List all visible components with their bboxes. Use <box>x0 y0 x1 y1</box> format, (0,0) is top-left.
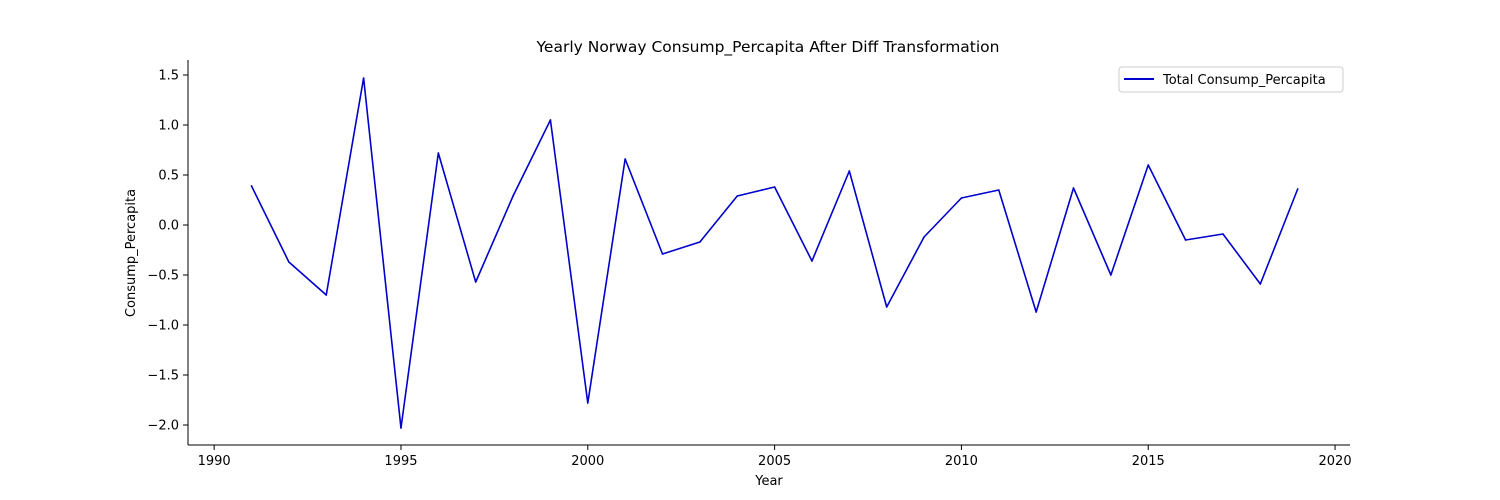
chart-title: Yearly Norway Consump_Percapita After Di… <box>536 38 1000 57</box>
data-point <box>1296 188 1299 190</box>
data-point <box>1110 274 1112 276</box>
y-tick-label: 1.5 <box>158 69 179 84</box>
x-tick-label: 2005 <box>758 454 791 469</box>
legend-label: Total Consump_Percapita <box>1162 73 1326 88</box>
x-tick-label: 2000 <box>571 454 604 469</box>
x-tick-label: 2020 <box>1319 454 1352 469</box>
x-tick-label: 2015 <box>1132 454 1165 469</box>
y-tick-label: 0.0 <box>158 219 179 234</box>
y-axis-label: Consump_Percapita <box>124 189 139 317</box>
data-point <box>586 402 589 404</box>
data-point <box>661 253 664 255</box>
data-point <box>549 119 552 121</box>
data-point <box>923 236 925 238</box>
series-line <box>250 77 1299 429</box>
data-point <box>362 77 365 79</box>
ticks-layer: 1990 1995 2000 2005 2010 2015 2020 −2.0 −1.5 −1.0… <box>147 69 1351 470</box>
data-point <box>1222 233 1224 235</box>
data-point <box>736 195 739 197</box>
data-point <box>1147 164 1150 166</box>
data-point <box>250 185 253 187</box>
y-tick-label: 1.0 <box>158 119 179 134</box>
data-point <box>400 427 402 429</box>
y-tick-label: −2.0 <box>147 419 179 434</box>
data-point <box>699 241 701 243</box>
y-tick-label: −1.0 <box>147 319 179 334</box>
data-point <box>997 189 1000 191</box>
legend: Total Consump_Percapita <box>1118 66 1344 93</box>
series-layer <box>250 77 1299 429</box>
data-point <box>474 281 477 283</box>
y-tick-label: 0.5 <box>158 169 179 184</box>
data-point <box>512 195 514 197</box>
x-tick-label: 2010 <box>945 454 978 469</box>
data-point <box>811 260 813 262</box>
y-tick-label: −1.5 <box>147 369 179 384</box>
data-point <box>848 170 851 172</box>
x-axis-label: Year <box>754 474 783 489</box>
y-tick-label: −0.5 <box>147 269 179 284</box>
data-point <box>885 306 888 308</box>
x-tick-label: 1995 <box>384 454 417 469</box>
data-point <box>1184 239 1187 241</box>
data-point <box>624 158 626 160</box>
data-point <box>1259 283 1262 285</box>
data-point <box>960 197 963 199</box>
data-point <box>325 294 328 296</box>
data-point <box>1035 311 1037 313</box>
x-tick-label: 1990 <box>198 454 231 469</box>
legend-box <box>1118 66 1344 93</box>
data-point <box>437 152 440 154</box>
data-point <box>773 186 776 188</box>
data-point <box>288 261 290 263</box>
data-point <box>1072 187 1075 189</box>
